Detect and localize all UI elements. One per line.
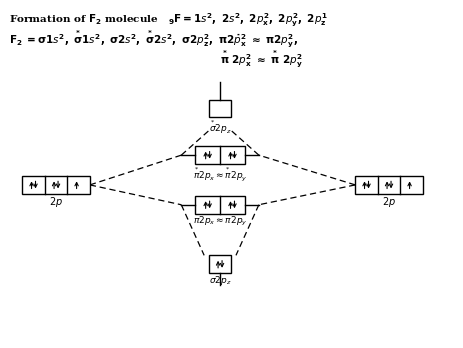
Text: Formation of $\mathbf{F_2}$ molecule   $\mathbf{_9F = 1\mathit{s}^2,\ 2\mathit{s: Formation of $\mathbf{F_2}$ molecule $\m… — [9, 11, 328, 29]
Bar — [195, 146, 245, 164]
Text: $2p$: $2p$ — [382, 195, 396, 209]
Bar — [209, 255, 231, 273]
Text: $\mathbf{\overset{*}{\pi}\ 2\mathit{p}_x^2\ \approx\ \overset{*}{\pi}\ 2\mathit{: $\mathbf{\overset{*}{\pi}\ 2\mathit{p}_x… — [220, 49, 303, 70]
Text: $\overset{*}{\sigma}2p_z$: $\overset{*}{\sigma}2p_z$ — [209, 118, 232, 136]
Bar — [355, 176, 423, 194]
Bar — [22, 176, 90, 194]
Text: $\mathbf{F_2\ =\sigma1\mathit{s}^2,\ \overset{*}{\sigma}1\mathit{s}^2,\ \sigma2\: $\mathbf{F_2\ =\sigma1\mathit{s}^2,\ \ov… — [9, 29, 298, 50]
Text: $\overset{*}{\pi}2p_x$$\approx$$\overset{*}{\pi}2p_y$: $\overset{*}{\pi}2p_x$$\approx$$\overset… — [193, 165, 247, 183]
Text: $2p$: $2p$ — [49, 195, 63, 209]
Text: $\sigma2p_z$: $\sigma2p_z$ — [209, 274, 232, 287]
Bar — [195, 196, 245, 214]
Bar — [209, 100, 231, 118]
Text: $\pi2p_x$$\approx$$\pi2p_y$: $\pi2p_x$$\approx$$\pi2p_y$ — [193, 215, 247, 228]
